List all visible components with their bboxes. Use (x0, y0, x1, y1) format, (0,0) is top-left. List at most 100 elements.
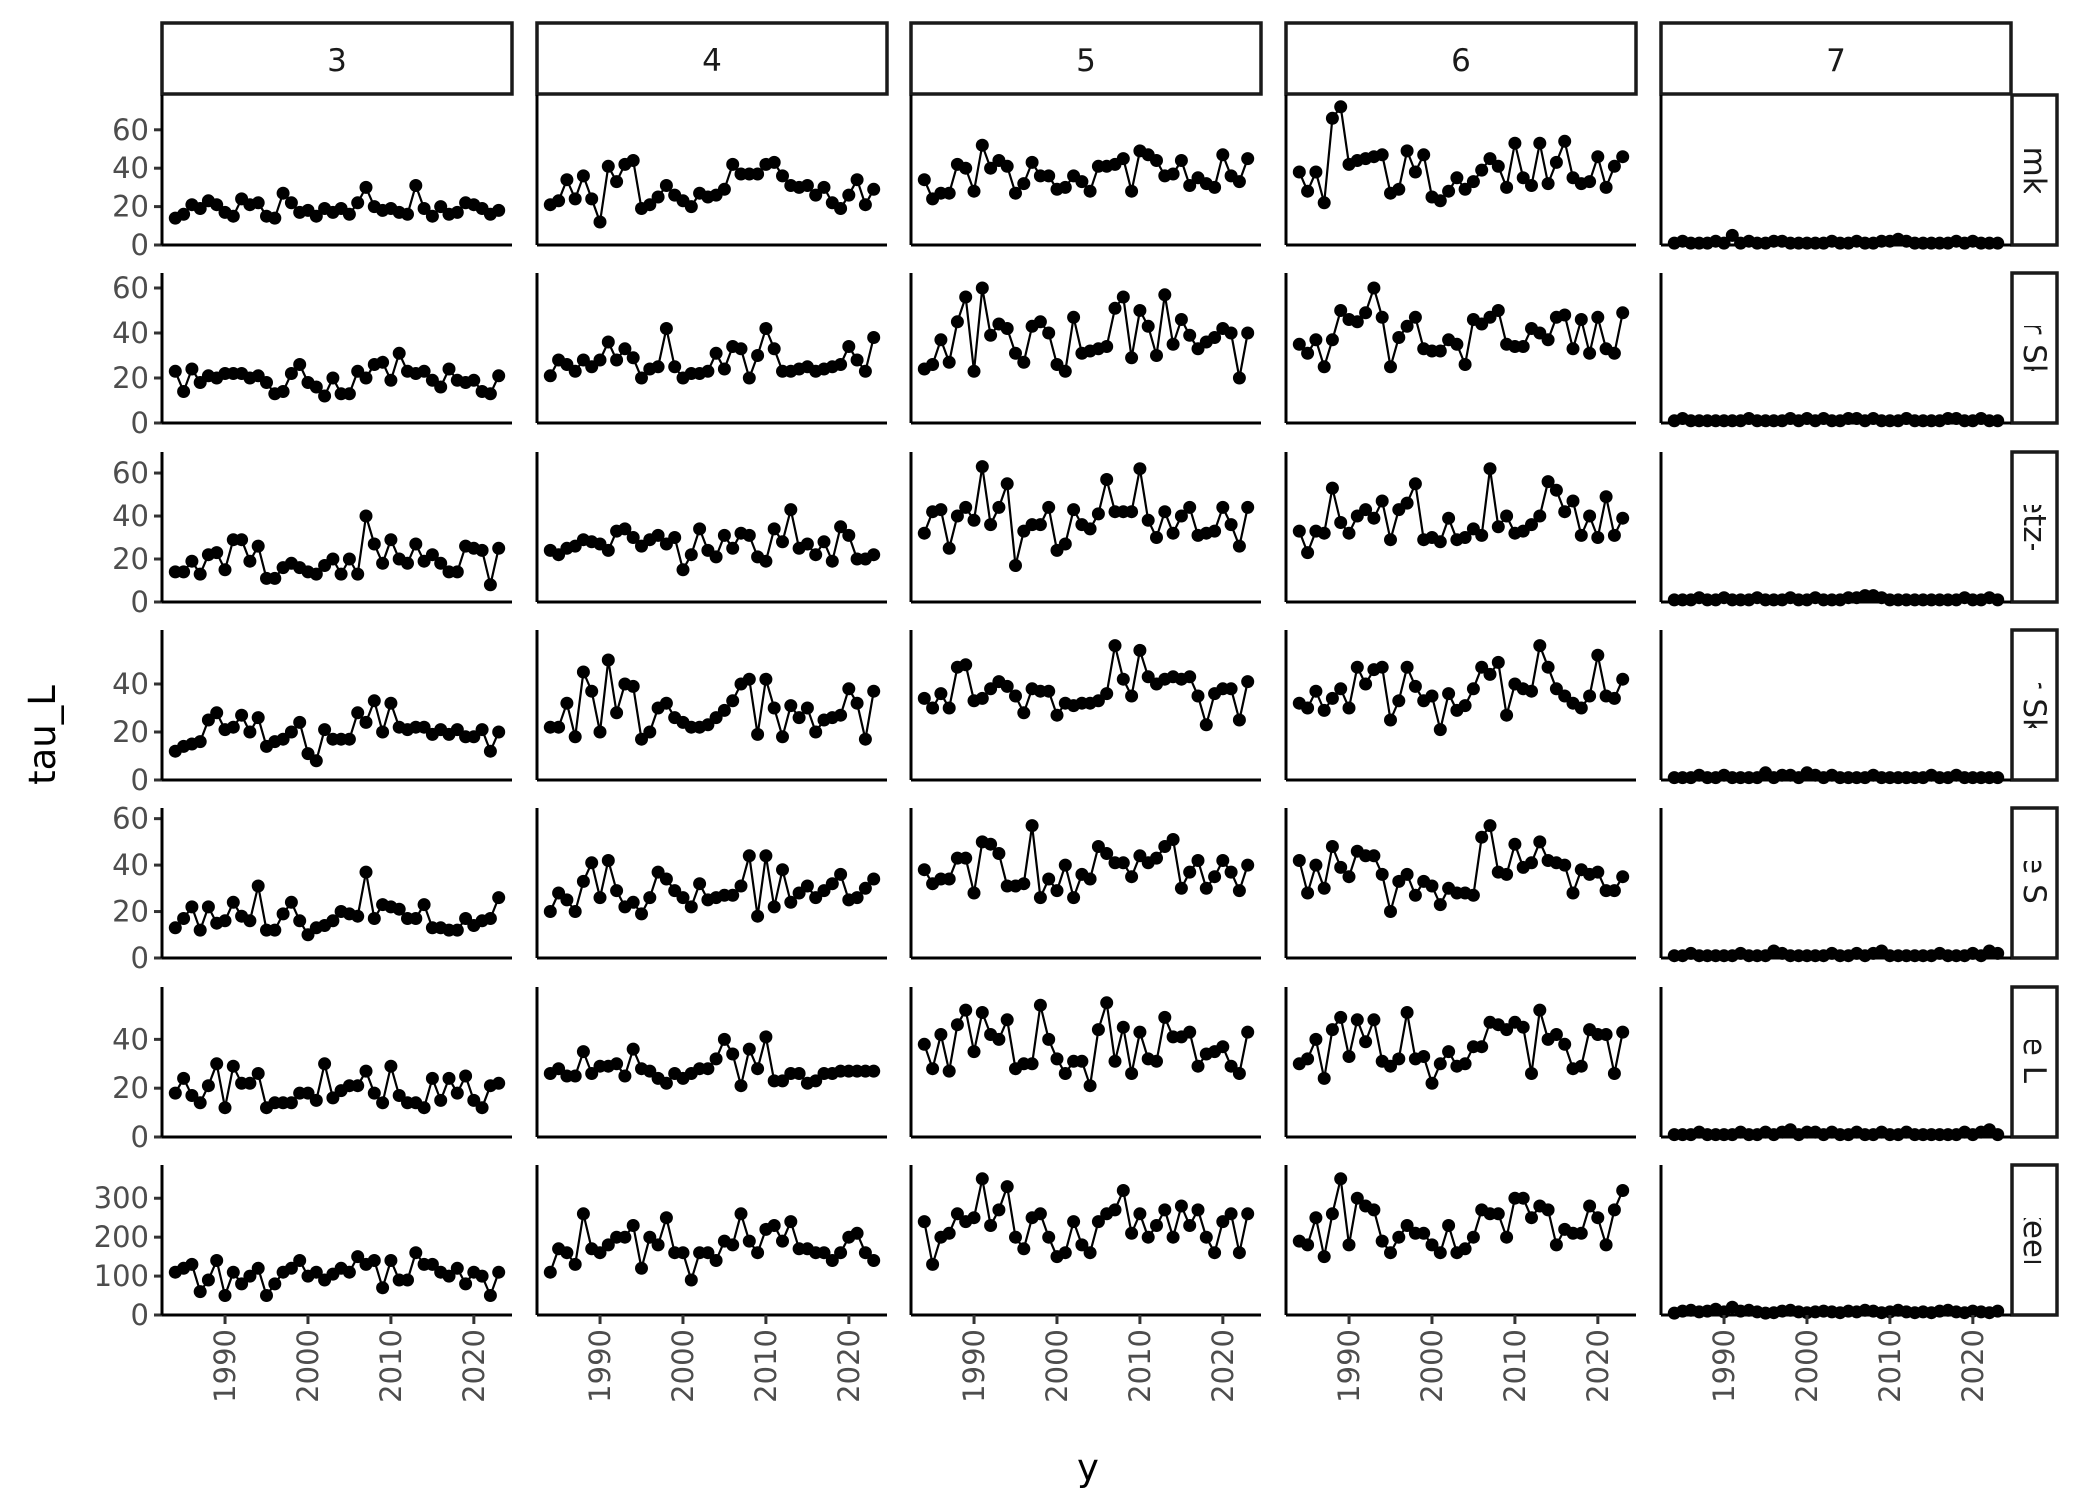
data-point (1367, 849, 1381, 863)
data-point (218, 1289, 232, 1302)
data-point (643, 891, 657, 905)
data-point (975, 691, 989, 705)
data-point (942, 186, 956, 200)
data-point (1025, 819, 1039, 833)
data-point (1158, 288, 1172, 302)
data-point (992, 847, 1006, 860)
data-point (1317, 1250, 1331, 1264)
data-point (1100, 687, 1114, 701)
data-point (1566, 886, 1580, 900)
data-point (858, 732, 872, 746)
data-point (1607, 1203, 1621, 1217)
column-strip: 3 (160, 21, 514, 96)
data-point (1325, 840, 1339, 853)
data-point (309, 380, 323, 394)
data-point (284, 367, 298, 380)
data-point (1174, 313, 1188, 326)
column-strip-box (1659, 21, 2013, 96)
data-point (351, 196, 365, 210)
data-point (1141, 513, 1155, 527)
data-point (243, 914, 257, 928)
data-point (1042, 1230, 1056, 1244)
data-point (1375, 310, 1389, 324)
data-point (593, 1246, 607, 1260)
data-point (975, 1172, 989, 1186)
data-point (867, 1254, 881, 1267)
data-point (1583, 346, 1597, 360)
data-point (1367, 1013, 1381, 1027)
data-point (560, 893, 574, 907)
data-point (726, 694, 740, 708)
data-point (651, 1238, 665, 1252)
data-point (1108, 1054, 1122, 1068)
y-tick-label: 0 (131, 763, 149, 797)
data-point (359, 371, 373, 385)
data-point (1116, 1020, 1130, 1034)
data-point (1100, 473, 1114, 486)
data-point (568, 364, 582, 378)
data-point (1500, 180, 1514, 194)
data-point (1125, 1226, 1139, 1240)
data-point (1241, 675, 1255, 689)
data-point (560, 1246, 574, 1260)
data-point (1334, 682, 1348, 696)
data-point (784, 699, 798, 713)
data-point (1425, 1076, 1439, 1090)
data-point (1133, 462, 1147, 476)
data-point (825, 554, 839, 568)
data-point (610, 1057, 624, 1071)
data-point (1191, 1059, 1205, 1073)
data-point (1591, 648, 1605, 662)
data-point (809, 548, 823, 562)
data-point (1301, 546, 1315, 560)
data-point (709, 346, 723, 360)
data-point (1224, 326, 1238, 340)
data-point (1359, 1035, 1373, 1049)
data-point (1491, 159, 1505, 173)
data-point (1359, 306, 1373, 320)
data-point (1125, 351, 1139, 365)
data-point (1607, 159, 1621, 173)
data-point (984, 837, 998, 851)
data-point (1616, 306, 1630, 320)
data-point (417, 1101, 431, 1115)
data-point (593, 891, 607, 905)
data-point (226, 720, 240, 734)
data-point (742, 1042, 756, 1056)
row-strip-box (2010, 450, 2059, 604)
data-point (959, 161, 973, 175)
data-point (1067, 1215, 1081, 1229)
data-point (434, 556, 448, 570)
data-point (185, 554, 199, 568)
data-point (643, 1230, 657, 1244)
data-point (1541, 333, 1555, 347)
data-point (610, 175, 624, 189)
data-point (1216, 1215, 1230, 1229)
data-point (684, 548, 698, 562)
data-point (1183, 328, 1197, 342)
data-point (701, 1062, 715, 1076)
data-point (651, 528, 665, 542)
data-point (450, 923, 464, 937)
data-point (268, 211, 282, 225)
data-point (834, 202, 848, 215)
data-point (417, 364, 431, 378)
column-strip-label: 7 (1826, 43, 1846, 79)
data-point (1599, 180, 1613, 194)
data-point (858, 1246, 872, 1260)
data-point (1042, 169, 1056, 183)
data-point (342, 732, 356, 746)
data-point (193, 923, 207, 937)
data-point (1241, 858, 1255, 872)
column-strip-box (160, 21, 514, 96)
data-point (576, 665, 590, 679)
data-point (1574, 313, 1588, 326)
data-point (1317, 526, 1331, 540)
data-point (917, 526, 931, 540)
data-point (442, 1071, 456, 1085)
data-point (858, 364, 872, 378)
x-tick-label: 1990 (1332, 1329, 1366, 1403)
data-point (1108, 1203, 1122, 1217)
data-point (1191, 1203, 1205, 1217)
